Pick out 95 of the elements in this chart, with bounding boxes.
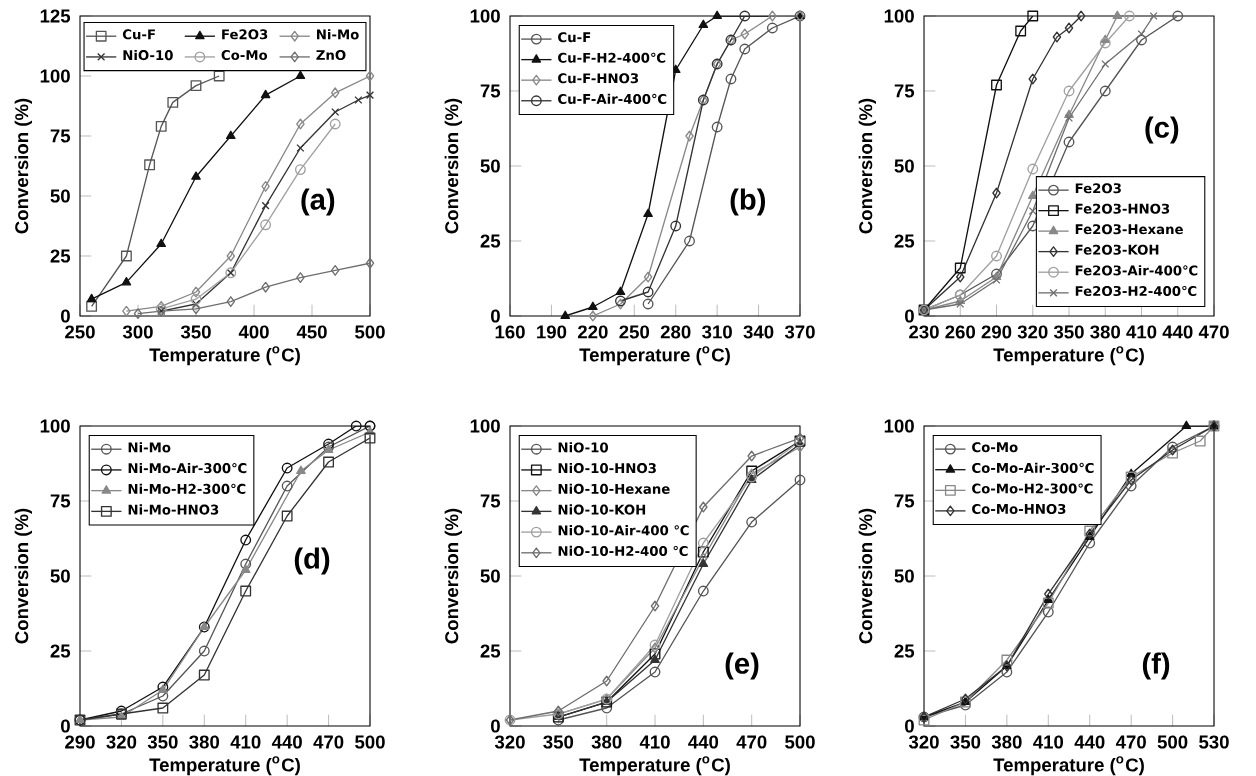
annotation: (b) xyxy=(730,188,766,216)
x-tick-label: 290 xyxy=(981,325,1012,339)
x-tick-label: 350 xyxy=(543,735,574,749)
x-tick-label: 290 xyxy=(65,735,95,749)
x-tick-label: 500 xyxy=(785,735,815,749)
x-tick-label: 320 xyxy=(1017,325,1048,339)
x-tick-label: 350 xyxy=(1053,325,1084,339)
x-tick-label: 400 xyxy=(238,325,269,339)
y-tick-label: 0 xyxy=(905,719,914,733)
y-tick-label: 75 xyxy=(50,129,71,143)
annotation: (f) xyxy=(1142,652,1170,680)
x-tick-label: 300 xyxy=(122,325,153,339)
x-tick-label: 470 xyxy=(1115,735,1146,749)
x-tick-label: 310 xyxy=(702,325,732,339)
y-tick-label: 100 xyxy=(884,419,914,433)
y-tick-label: 25 xyxy=(480,644,501,658)
x-tick-label: 440 xyxy=(688,735,719,749)
x-tick-label: 320 xyxy=(494,735,525,749)
y-tick-label: 50 xyxy=(50,569,70,583)
annotation: (c) xyxy=(1145,116,1179,144)
x-tick-label: 160 xyxy=(495,325,525,339)
x-tick-label: 320 xyxy=(908,735,939,749)
x-tick-label: 380 xyxy=(591,735,622,749)
y-tick-label: 75 xyxy=(50,494,71,508)
x-tick-label: 230 xyxy=(909,325,939,339)
x-tick-label: 190 xyxy=(537,325,567,339)
y-tick-label: 100 xyxy=(40,419,70,433)
y-axis-title: Conversion (%) xyxy=(14,98,32,234)
x-tick-label: 440 xyxy=(271,735,302,749)
x-tick-label: 250 xyxy=(619,325,650,339)
y-axis-title: Conversion (%) xyxy=(858,508,876,644)
x-tick-label: 440 xyxy=(1074,735,1105,749)
y-tick-label: 0 xyxy=(491,719,500,733)
y-tick-label: 25 xyxy=(480,234,501,248)
y-axis-title: Conversion (%) xyxy=(14,508,32,644)
x-axis-title: Temperature ($^{o}$C) xyxy=(579,346,730,366)
x-axis-title: Temperature ($^{o}$C) xyxy=(993,346,1144,366)
x-tick-label: 350 xyxy=(180,325,211,339)
x-axis-title: Temperature ($^{o}$C) xyxy=(579,756,730,776)
x-tick-label: 260 xyxy=(945,325,976,339)
x-tick-label: 350 xyxy=(147,735,178,749)
x-tick-label: 250 xyxy=(65,325,95,339)
annotation: (a) xyxy=(301,188,335,216)
x-tick-label: 410 xyxy=(230,735,261,749)
x-tick-label: 530 xyxy=(1199,735,1229,749)
x-tick-label: 380 xyxy=(1090,325,1121,339)
x-axis-title: Temperature ($^{o}$C) xyxy=(993,756,1144,776)
x-tick-label: 500 xyxy=(355,325,385,339)
y-tick-label: 100 xyxy=(470,9,500,23)
y-tick-label: 50 xyxy=(894,569,914,583)
x-tick-label: 370 xyxy=(784,325,815,339)
y-tick-label: 75 xyxy=(894,494,915,508)
y-tick-label: 75 xyxy=(894,84,915,98)
y-axis-title: Conversion (%) xyxy=(444,98,462,234)
x-axis-title: Temperature ($^{o}$C) xyxy=(149,756,300,776)
y-tick-label: 50 xyxy=(480,159,500,173)
x-tick-label: 220 xyxy=(577,325,608,339)
x-tick-label: 450 xyxy=(296,325,327,339)
y-tick-label: 0 xyxy=(61,719,70,733)
y-tick-label: 75 xyxy=(480,84,501,98)
y-tick-label: 0 xyxy=(61,309,70,323)
x-tick-label: 410 xyxy=(639,735,670,749)
x-tick-label: 280 xyxy=(660,325,691,339)
x-tick-label: 340 xyxy=(743,325,774,339)
x-tick-label: 470 xyxy=(736,735,767,749)
x-tick-label: 470 xyxy=(313,735,344,749)
y-axis-title: Conversion (%) xyxy=(858,98,876,234)
x-tick-label: 380 xyxy=(991,735,1022,749)
y-tick-label: 50 xyxy=(50,189,70,203)
y-tick-label: 100 xyxy=(470,419,500,433)
x-tick-label: 440 xyxy=(1162,325,1193,339)
x-tick-label: 320 xyxy=(106,735,137,749)
annotation: (e) xyxy=(725,652,759,680)
y-tick-label: 25 xyxy=(894,234,915,248)
y-tick-label: 75 xyxy=(480,494,501,508)
annotation: (d) xyxy=(294,547,330,575)
y-axis-title: Conversion (%) xyxy=(444,508,462,644)
x-tick-label: 410 xyxy=(1126,325,1157,339)
y-tick-label: 100 xyxy=(884,9,914,23)
x-tick-label: 380 xyxy=(189,735,220,749)
x-tick-label: 500 xyxy=(1157,735,1188,749)
x-tick-label: 470 xyxy=(1198,325,1229,339)
y-tick-label: 50 xyxy=(894,159,914,173)
y-tick-label: 50 xyxy=(480,569,500,583)
x-tick-label: 500 xyxy=(355,735,385,749)
y-tick-label: 100 xyxy=(40,69,70,83)
y-tick-label: 25 xyxy=(894,644,915,658)
y-tick-label: 0 xyxy=(491,309,500,323)
y-tick-label: 25 xyxy=(50,644,71,658)
y-tick-label: 25 xyxy=(50,249,71,263)
x-tick-label: 350 xyxy=(950,735,981,749)
y-tick-label: 0 xyxy=(905,309,914,323)
x-tick-label: 410 xyxy=(1033,735,1064,749)
y-tick-label: 125 xyxy=(40,9,71,23)
x-axis-title: Temperature ($^{o}$C) xyxy=(149,346,300,366)
